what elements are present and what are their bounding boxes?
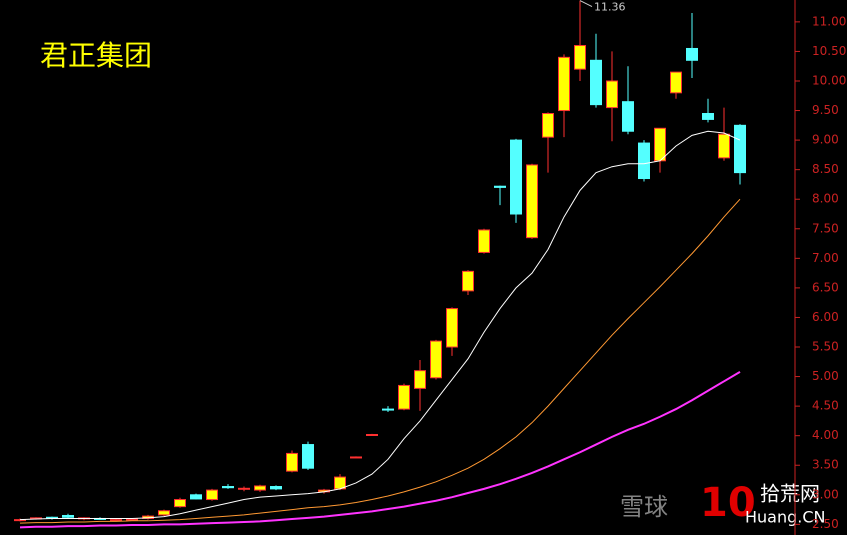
- candle-body: [254, 485, 266, 491]
- y-tick-label: 9.50: [812, 103, 839, 117]
- candle-body: [702, 113, 714, 120]
- candle-body: [718, 133, 730, 159]
- chart-title: 君正集团: [40, 39, 152, 72]
- candle-body: [430, 340, 442, 379]
- candle-body: [686, 47, 698, 61]
- candle-body: [478, 229, 490, 253]
- candle-body: [510, 139, 522, 215]
- moving-average: [19, 130, 741, 521]
- y-tick-label: 7.50: [812, 221, 839, 235]
- logo-site: Huang.CN: [745, 508, 826, 527]
- y-tick-label: 4.00: [812, 428, 839, 442]
- candle-body: [110, 519, 122, 522]
- y-tick-label: 5.00: [812, 369, 839, 383]
- candle-body: [590, 59, 602, 106]
- candle-body: [206, 489, 218, 501]
- candle-body: [446, 308, 458, 348]
- candle-body: [574, 45, 586, 70]
- moving-average: [19, 198, 741, 524]
- y-tick-label: 7.00: [812, 251, 839, 265]
- y-tick-label: 2.50: [812, 517, 839, 531]
- candle-body: [174, 499, 186, 508]
- y-tick-label: 6.50: [812, 280, 839, 294]
- y-tick-label: 8.50: [812, 162, 839, 176]
- candle-body: [286, 452, 298, 472]
- candle-body: [222, 486, 234, 489]
- y-tick-label: 10.00: [812, 73, 846, 87]
- y-tick-label: 4.50: [812, 399, 839, 413]
- candle-body: [414, 370, 426, 389]
- logo-name: 拾荒网: [760, 482, 820, 506]
- max-label: 11.36: [594, 1, 626, 14]
- candle-body: [398, 384, 410, 410]
- y-tick-label: 9.00: [812, 133, 839, 147]
- candle-body: [238, 487, 250, 490]
- candle-body: [654, 127, 666, 162]
- candle-body: [158, 510, 170, 516]
- logo-number: 10: [700, 480, 756, 526]
- candle-body: [494, 185, 506, 188]
- y-tick-label: 3.00: [812, 487, 839, 501]
- candle-body: [350, 456, 362, 459]
- candle-body: [62, 514, 74, 518]
- y-tick-label: 10.50: [812, 44, 846, 58]
- y-tick-label: 8.00: [812, 192, 839, 206]
- candle-body: [302, 444, 314, 469]
- y-tick-label: 11.00: [812, 14, 846, 28]
- candle-body: [270, 486, 282, 490]
- candle-body: [190, 494, 202, 500]
- y-tick-label: 5.50: [812, 340, 839, 354]
- candle-body: [606, 80, 618, 109]
- candle-body: [366, 434, 378, 437]
- candle-body: [462, 270, 474, 292]
- candle-body: [126, 518, 138, 521]
- candle-body: [542, 113, 554, 138]
- candle-body: [382, 408, 394, 411]
- moving-average: [19, 370, 741, 529]
- candle-body: [526, 164, 538, 239]
- candle-body: [638, 142, 650, 180]
- y-tick-label: 3.50: [812, 458, 839, 472]
- candle-body: [670, 71, 682, 94]
- candle-body: [734, 124, 746, 174]
- y-tick-label: 6.00: [812, 310, 839, 324]
- candle-body: [558, 56, 570, 112]
- watermark-text: 雪球: [620, 493, 668, 521]
- candle-body: [622, 101, 634, 132]
- max-marker: [579, 0, 593, 8]
